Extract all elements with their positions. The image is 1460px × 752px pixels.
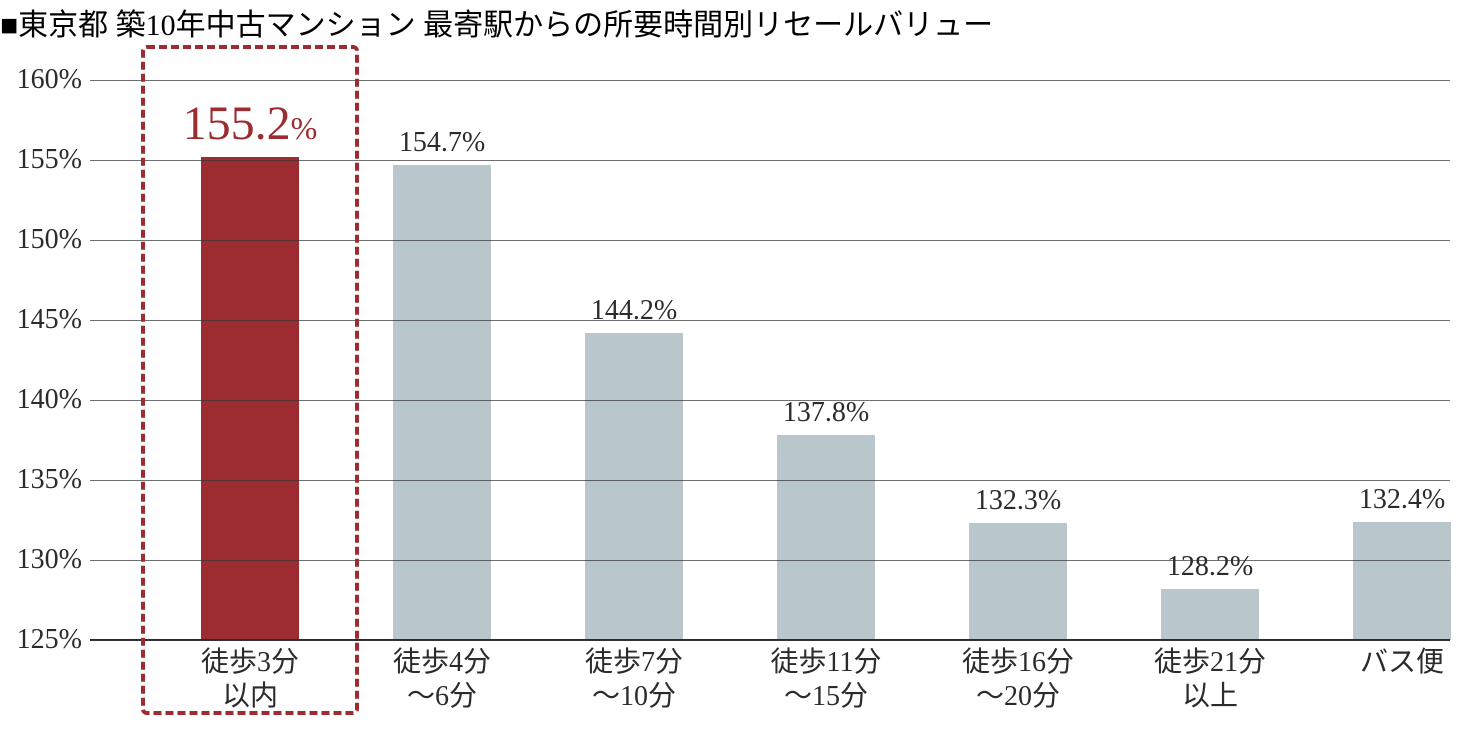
bar: 144.2%徒歩7分 〜10分 — [585, 333, 683, 640]
x-tick-label: 徒歩11分 〜15分 — [771, 646, 882, 713]
y-tick-label: 135% — [17, 464, 82, 496]
bar-value-label: 132.3% — [975, 485, 1061, 517]
bars-layer: 155.2%徒歩3分 以内 154.7%徒歩4分 〜6分 144.2%徒歩7分 〜1… — [90, 80, 1450, 640]
bar-value-label: 137.8% — [783, 397, 869, 429]
gridline — [90, 160, 1450, 161]
bar: 137.8%徒歩11分 〜15分 — [777, 435, 875, 640]
bar: 155.2%徒歩3分 以内 — [201, 157, 299, 640]
y-tick-label: 150% — [17, 224, 82, 256]
bar-value-label: 128.2% — [1167, 551, 1253, 583]
bar: 128.2%徒歩21分 以上 — [1161, 589, 1259, 640]
gridline — [90, 480, 1450, 481]
gridline — [90, 320, 1450, 321]
bar-value-label: 155.2% — [183, 96, 318, 151]
gridline — [90, 560, 1450, 561]
y-tick-label: 145% — [17, 304, 82, 336]
bar: 132.3%徒歩16分 〜20分 — [969, 523, 1067, 640]
x-axis — [90, 639, 1450, 640]
bar-value-label: 154.7% — [399, 127, 485, 159]
y-tick-label: 125% — [17, 624, 82, 656]
chart-title: ■東京都 築10年中古マンション 最寄駅からの所要時間別リセールバリュー — [0, 0, 993, 44]
bar: 154.7%徒歩4分 〜6分 — [393, 165, 491, 640]
x-tick-label: バス便 — [1360, 646, 1444, 680]
gridline — [90, 240, 1450, 241]
y-tick-label: 140% — [17, 384, 82, 416]
x-tick-label: 徒歩21分 以上 — [1154, 646, 1266, 713]
x-tick-label: 徒歩7分 〜10分 — [585, 646, 683, 713]
x-tick-label: 徒歩3分 以内 — [201, 646, 299, 713]
bar-value-label: 144.2% — [591, 295, 677, 327]
bar: 132.4%バス便 — [1353, 522, 1451, 640]
gridline — [90, 80, 1450, 81]
y-tick-label: 160% — [17, 64, 82, 96]
x-tick-label: 徒歩4分 〜6分 — [393, 646, 491, 713]
bar-value-label: 132.4% — [1359, 484, 1445, 516]
chart-container: ■東京都 築10年中古マンション 最寄駅からの所要時間別リセールバリュー 155… — [0, 0, 1460, 752]
y-tick-label: 155% — [17, 144, 82, 176]
gridline — [90, 400, 1450, 401]
y-tick-label: 130% — [17, 544, 82, 576]
plot-area: 155.2%徒歩3分 以内 154.7%徒歩4分 〜6分 144.2%徒歩7分 〜1… — [90, 80, 1450, 640]
gridline — [90, 640, 1450, 641]
x-tick-label: 徒歩16分 〜20分 — [962, 646, 1074, 713]
